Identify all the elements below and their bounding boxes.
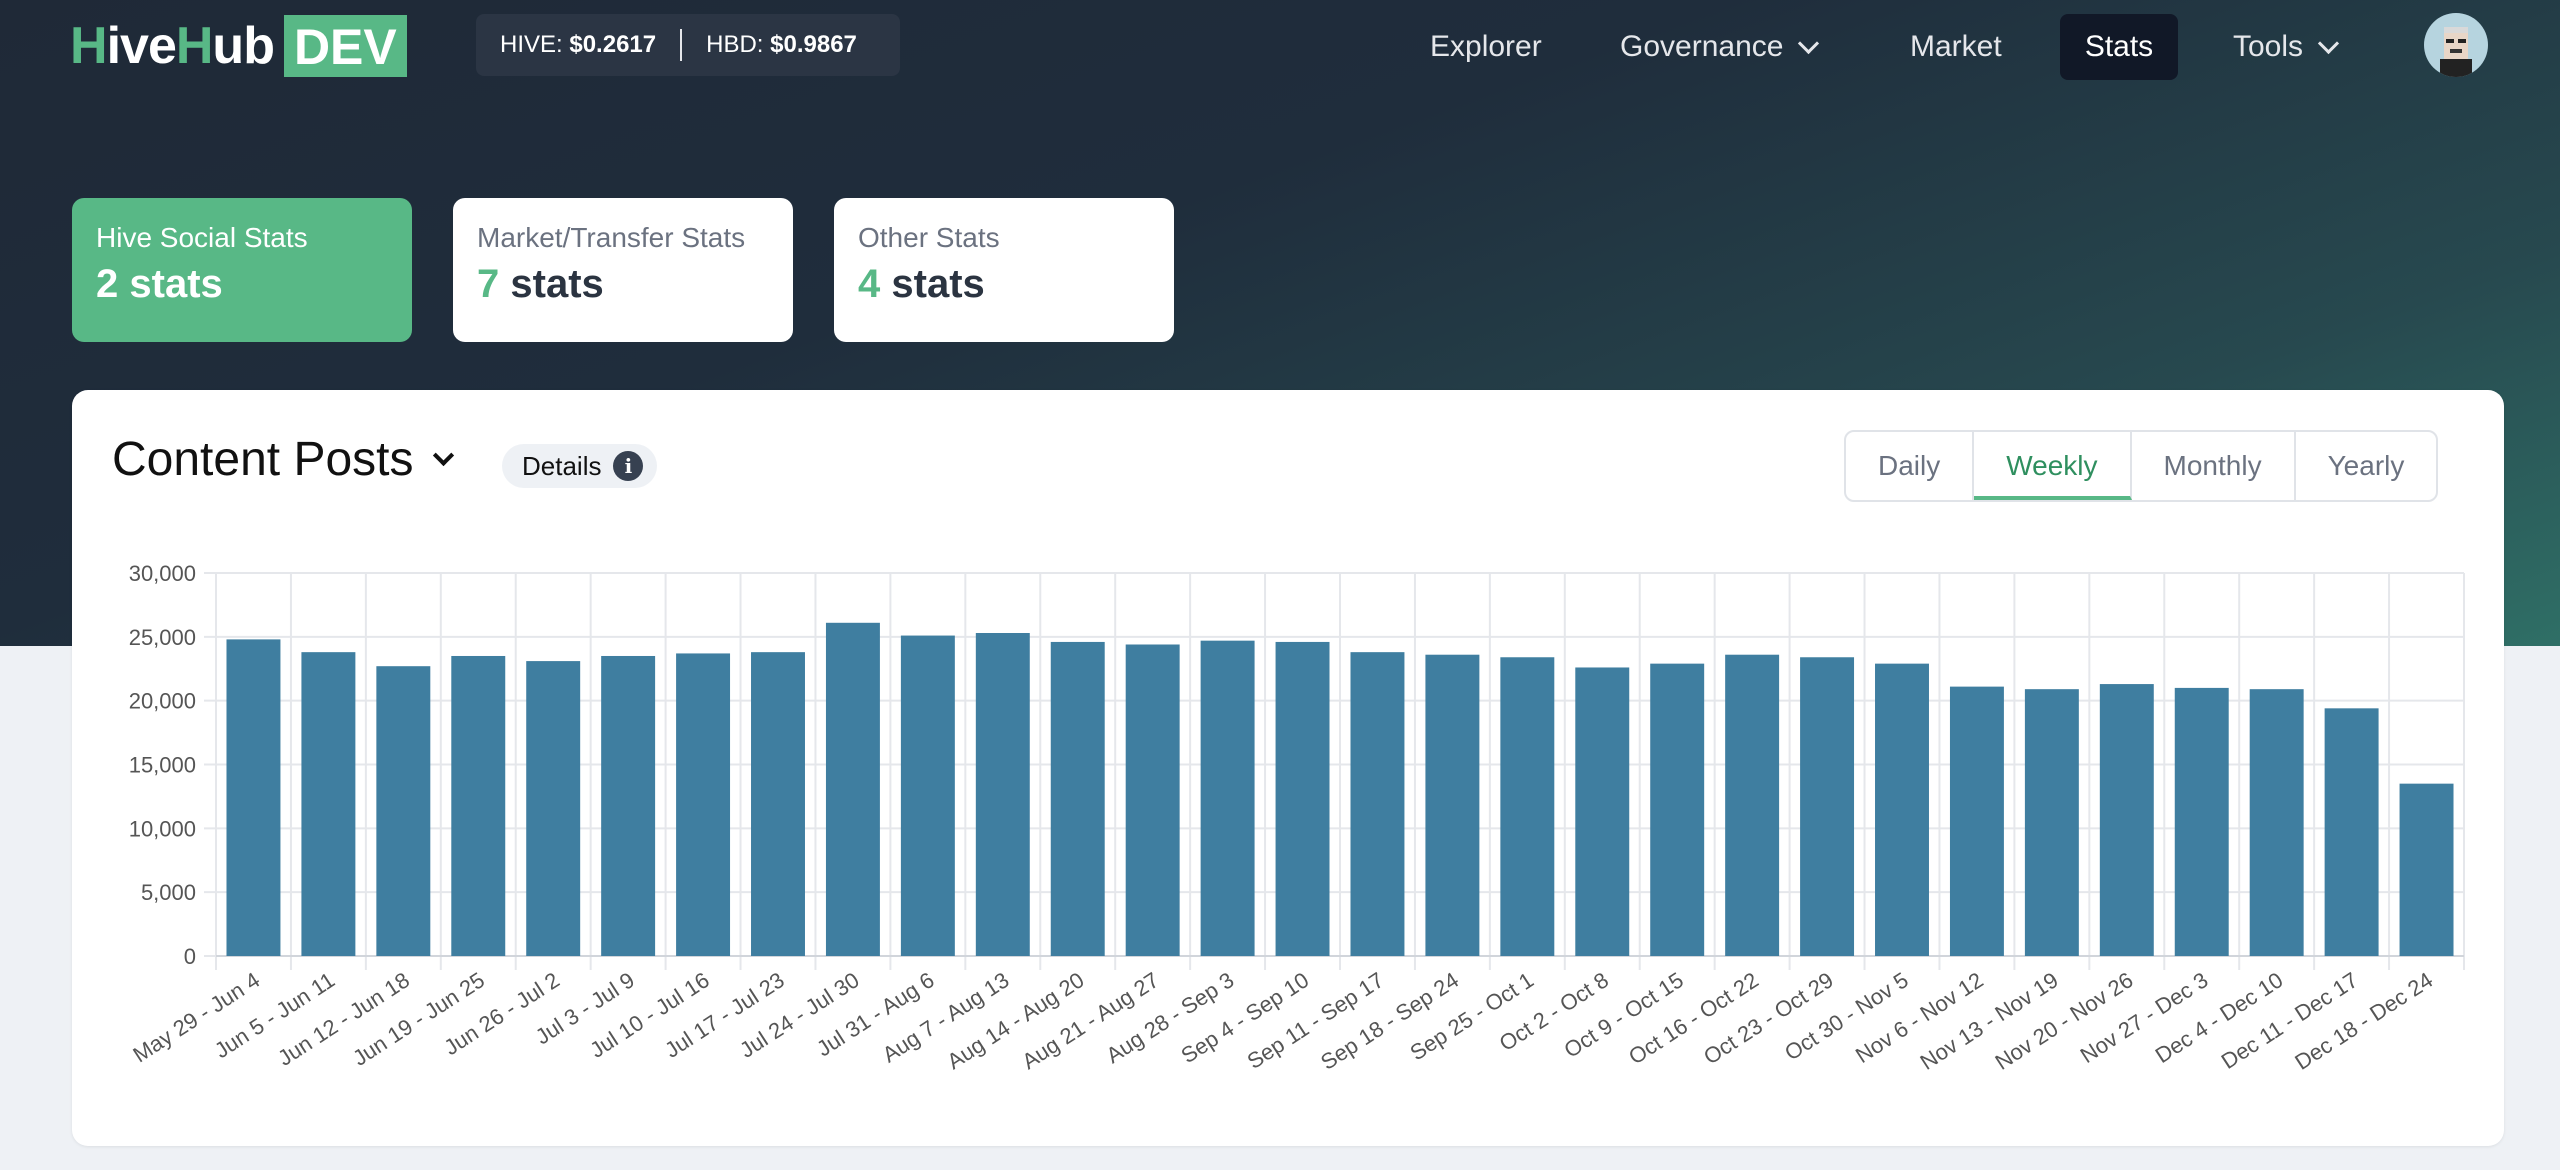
period-selector: Daily Weekly Monthly Yearly	[1844, 430, 2439, 502]
nav-governance[interactable]: Governance	[1620, 14, 1820, 80]
bar	[376, 666, 431, 956]
bar	[900, 635, 955, 956]
nav-explorer-label: Explorer	[1430, 30, 1542, 63]
stat-count-number: 2	[96, 262, 119, 306]
stat-group-count: 7 stats	[477, 262, 769, 307]
bar	[451, 655, 506, 956]
avatar-icon	[2440, 27, 2472, 77]
bar	[2249, 689, 2304, 956]
chart-panel: Content Posts Details i Daily Weekly Mon…	[72, 390, 2504, 1146]
nav-explorer[interactable]: Explorer	[1430, 14, 1542, 80]
hbd-price: HBD: $0.9867	[682, 31, 881, 59]
hive-price-value: $0.2617	[569, 31, 657, 58]
bar	[751, 652, 805, 956]
x-tick-label: Aug 28 - Sep 3	[1102, 967, 1239, 1068]
bar	[1050, 641, 1105, 956]
bar	[1650, 663, 1705, 956]
y-tick-label: 20,000	[129, 689, 196, 714]
nav-governance-label: Governance	[1620, 30, 1784, 63]
tab-monthly[interactable]: Monthly	[2132, 432, 2296, 500]
y-tick-label: 5,000	[141, 880, 196, 905]
chevron-down-icon	[1798, 32, 1820, 54]
bar	[2399, 783, 2454, 956]
chevron-down-icon	[2317, 32, 2340, 54]
stat-group-count: 4 stats	[858, 262, 1150, 307]
bar	[226, 639, 281, 956]
bar	[526, 661, 581, 956]
chart-selector[interactable]: Content Posts	[112, 432, 454, 487]
stat-count-unit: stats	[891, 262, 985, 306]
details-button[interactable]: Details i	[502, 444, 658, 488]
bar	[1800, 657, 1855, 956]
y-tick-label: 30,000	[129, 561, 196, 586]
y-tick-label: 15,000	[129, 753, 196, 778]
x-tick-label: Jun 12 - Jun 18	[273, 967, 414, 1071]
hive-price-label: HIVE:	[500, 31, 563, 58]
bar	[2324, 708, 2379, 956]
nav-tools-label: Tools	[2233, 30, 2304, 63]
tab-daily[interactable]: Daily	[1846, 432, 1975, 500]
stat-group-label: Other Stats	[858, 222, 1000, 253]
nav-tools[interactable]: Tools	[2233, 14, 2340, 80]
bar	[1875, 663, 1929, 956]
nav-market-label: Market	[1910, 30, 2002, 63]
nav-market[interactable]: Market	[1910, 14, 2002, 80]
y-tick-label: 0	[184, 944, 196, 969]
y-tick-label: 25,000	[129, 625, 196, 650]
hive-price: HIVE: $0.2617	[476, 31, 680, 59]
stat-count-unit: stats	[129, 262, 223, 306]
bar	[1425, 654, 1480, 956]
stat-count-unit: stats	[510, 262, 604, 306]
hbd-price-label: HBD:	[706, 31, 764, 58]
bar	[1275, 641, 1330, 956]
bar	[1949, 686, 2004, 956]
stat-group-social[interactable]: Hive Social Stats 2 stats	[72, 198, 412, 342]
bar	[1350, 652, 1405, 956]
stat-group-label: Hive Social Stats	[96, 222, 308, 253]
bar	[601, 655, 656, 956]
stat-group-market[interactable]: Market/Transfer Stats 7 stats	[453, 198, 793, 342]
bar	[1500, 657, 1555, 956]
bar	[301, 652, 356, 956]
stat-group-count: 2 stats	[96, 262, 388, 307]
bar	[2024, 689, 2079, 956]
chart-title: Content Posts	[112, 433, 414, 486]
hbd-price-value: $0.9867	[770, 31, 857, 58]
bar	[676, 653, 731, 956]
content-posts-chart: 30,000 25,000 20,000 15,000 10,000 5,000 0May …	[129, 561, 2465, 1075]
stat-group-label: Market/Transfer Stats	[477, 222, 746, 253]
x-tick-label: Nov 27 - Dec 3	[2076, 967, 2213, 1068]
bar	[975, 633, 1030, 956]
logo[interactable]: HiveHub DEV	[70, 14, 407, 78]
x-tick-label: Oct 16 - Oct 22	[1624, 967, 1763, 1069]
logo-badge: DEV	[283, 15, 407, 77]
tab-yearly[interactable]: Yearly	[2327, 450, 2405, 481]
x-tick-label: Oct 23 - Oct 29	[1699, 967, 1838, 1069]
bar	[1575, 667, 1630, 956]
bar	[1125, 644, 1180, 956]
x-tick-label: Jun 19 - Jun 25	[348, 967, 489, 1071]
stat-count-number: 4	[858, 262, 881, 306]
bar	[1200, 640, 1255, 956]
bar	[825, 622, 880, 956]
x-tick-label: May 29 - Jun 4	[129, 967, 265, 1067]
bar	[2099, 684, 2154, 956]
bar	[1725, 654, 1780, 956]
user-avatar[interactable]	[2424, 13, 2488, 77]
price-ticker: HIVE: $0.2617 HBD: $0.9867	[476, 14, 900, 76]
bar	[2174, 687, 2229, 956]
x-tick-label: Dec 18 - Dec 24	[2290, 967, 2437, 1075]
stat-count-number: 7	[477, 262, 500, 306]
price-divider	[680, 29, 683, 61]
stat-group-other[interactable]: Other Stats 4 stats	[834, 198, 1174, 342]
tab-weekly[interactable]: Weekly	[1974, 432, 2132, 500]
info-icon: i	[613, 451, 644, 481]
logo-text: HiveHub	[70, 17, 275, 75]
y-tick-label: 10,000	[129, 816, 196, 841]
nav-stats-label: Stats	[2084, 30, 2154, 63]
details-label: Details	[522, 450, 602, 481]
nav-stats[interactable]: Stats	[2060, 14, 2178, 80]
